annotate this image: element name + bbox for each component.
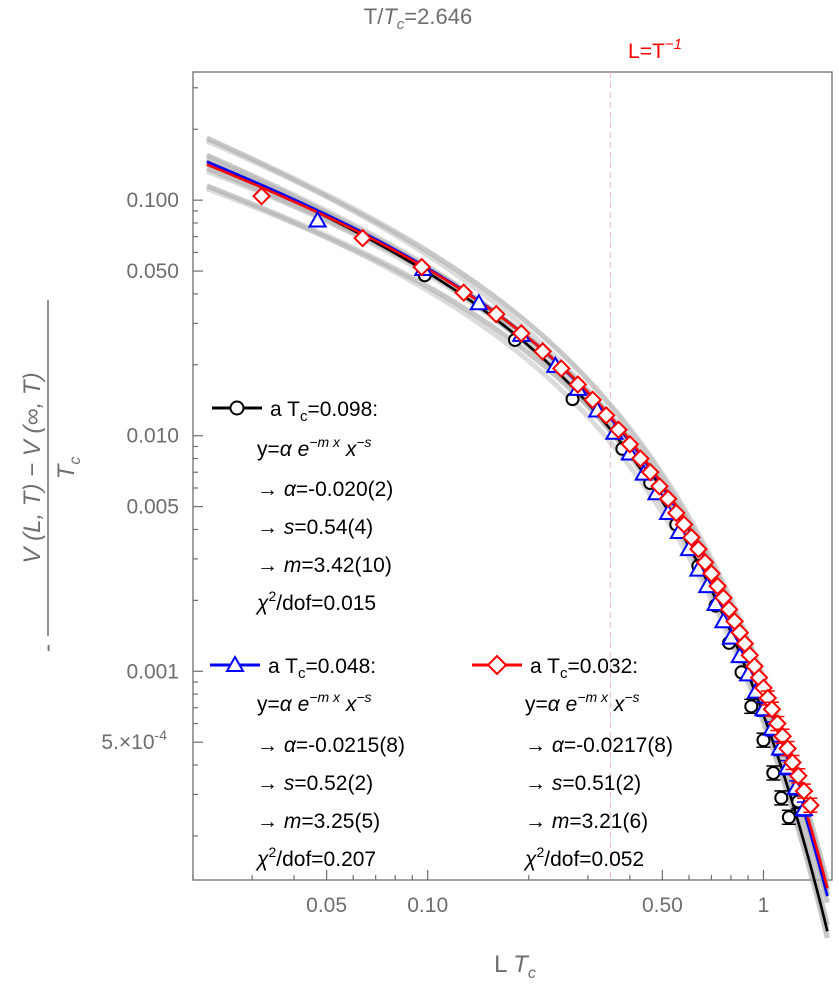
data-point-diamond bbox=[620, 434, 640, 454]
chart-title: T/Tc=2.646 bbox=[364, 4, 472, 33]
x-tick-label: 1 bbox=[758, 894, 770, 917]
legend-chi-red: χ2/dof=0.052 bbox=[523, 844, 644, 871]
legend-alpha-black: → α=-0.020(2) bbox=[257, 478, 393, 501]
series-blue-points bbox=[307, 210, 814, 817]
data-point-diamond bbox=[353, 228, 373, 248]
data-point-diamond bbox=[674, 515, 694, 534]
data-point-diamond bbox=[794, 781, 814, 801]
data-point-diamond bbox=[533, 341, 553, 361]
y-tick-label: 0.010 bbox=[126, 425, 179, 448]
legend-alpha-blue: → α=-0.0215(8) bbox=[257, 734, 405, 757]
data-point-diamond bbox=[681, 528, 701, 547]
data-point-diamond bbox=[783, 753, 802, 772]
series-red-points bbox=[252, 186, 820, 815]
legend-s-black: → s=0.54(4) bbox=[257, 516, 373, 539]
y-label-numerator: V (L, T) − V (∞, T) bbox=[19, 372, 46, 563]
data-point-diamond bbox=[454, 283, 474, 303]
data-point-diamond bbox=[640, 462, 660, 482]
legend-entry-black: a Tc=0.098: y=α e−m x x−s → α=-0.020(2) … bbox=[212, 398, 393, 615]
legend-entry-blue: a Tc=0.048: y=α e−m x x−s → α=-0.0215(8)… bbox=[210, 654, 405, 871]
data-point-diamond bbox=[695, 552, 715, 572]
x-tick-label: 0.10 bbox=[407, 894, 448, 917]
data-point-diamond bbox=[658, 489, 678, 509]
legend-chi-black: χ2/dof=0.015 bbox=[255, 588, 376, 615]
y-axis-label: - V (L, T) − V (∞, T) Tc bbox=[19, 300, 84, 652]
y-label-minus: - bbox=[34, 644, 61, 652]
legend-s-blue: → s=0.52(2) bbox=[257, 772, 373, 795]
legend-title-black: a Tc=0.098: bbox=[270, 398, 378, 425]
legend-formula-blue: y=α e−m x x−s bbox=[257, 689, 372, 716]
legend-formula-red: y=α e−m x x−s bbox=[525, 689, 640, 716]
data-point-diamond bbox=[650, 476, 669, 496]
data-point-diamond bbox=[252, 186, 271, 206]
data-point-circle bbox=[744, 699, 759, 714]
legend-title-blue: a Tc=0.048: bbox=[268, 655, 376, 682]
data-point-triangle bbox=[307, 210, 328, 228]
reference-line-label: L=T−1 bbox=[628, 36, 682, 63]
data-point-diamond bbox=[551, 359, 571, 378]
data-point-diamond bbox=[630, 449, 650, 468]
data-point-diamond bbox=[778, 739, 798, 758]
y-axis-ticks: 0.100 0.050 0.010 0.005 0.001 5.×10-4 bbox=[101, 87, 203, 837]
plot-frame bbox=[192, 71, 833, 881]
data-point-diamond bbox=[511, 323, 531, 343]
data-point-diamond bbox=[609, 420, 628, 440]
data-points bbox=[252, 186, 820, 826]
data-point-diamond bbox=[583, 390, 603, 410]
y-tick-label: 0.005 bbox=[126, 496, 179, 519]
legend-m-black: → m=3.42(10) bbox=[257, 554, 392, 577]
data-point-triangle bbox=[469, 293, 489, 311]
x-tick-label: 0.50 bbox=[642, 894, 683, 917]
legend-chi-blue: χ2/dof=0.207 bbox=[255, 844, 376, 871]
legend-alpha-red: → α=-0.0217(8) bbox=[525, 734, 673, 757]
legend-marker-triangle bbox=[225, 654, 245, 672]
x-tick-label: 0.05 bbox=[306, 894, 347, 917]
data-point-diamond bbox=[767, 714, 787, 733]
legend-m-red: → m=3.21(6) bbox=[525, 810, 648, 833]
fit-band-1-0 bbox=[205, 183, 830, 904]
data-point-diamond bbox=[801, 795, 820, 815]
data-point-diamond bbox=[708, 576, 727, 596]
legend-formula-black: y=α e−m x x−s bbox=[257, 434, 372, 461]
y-tick-label: 0.050 bbox=[126, 260, 179, 283]
data-point-circle bbox=[766, 765, 781, 780]
data-point-circle bbox=[774, 790, 789, 805]
y-tick-label: 0.001 bbox=[126, 660, 179, 683]
data-point-diamond bbox=[412, 257, 432, 277]
y-label-denominator: Tc bbox=[53, 457, 84, 480]
data-point-diamond bbox=[702, 564, 721, 583]
legend-marker-diamond bbox=[486, 654, 508, 676]
x-axis-label: L Tc bbox=[494, 951, 536, 982]
legend-entry-red: a Tc=0.032: y=α e−m x x−s → α=-0.0217(8)… bbox=[472, 654, 673, 871]
legend-marker-circle bbox=[229, 400, 245, 416]
y-tick-label: 0.100 bbox=[126, 189, 179, 212]
legend-title-red: a Tc=0.032: bbox=[530, 655, 638, 682]
data-point-diamond bbox=[688, 539, 708, 559]
data-point-circle bbox=[781, 810, 796, 825]
x-axis-ticks: 0.05 0.10 0.50 1 bbox=[192, 870, 770, 917]
y-tick-label: 5.×10-4 bbox=[101, 727, 167, 754]
data-point-diamond bbox=[486, 304, 506, 324]
legend-s-red: → s=0.51(2) bbox=[525, 772, 641, 795]
data-point-diamond bbox=[596, 405, 616, 425]
data-point-diamond bbox=[568, 375, 588, 394]
legend-m-blue: → m=3.25(5) bbox=[257, 810, 380, 833]
data-point-diamond bbox=[666, 503, 686, 523]
